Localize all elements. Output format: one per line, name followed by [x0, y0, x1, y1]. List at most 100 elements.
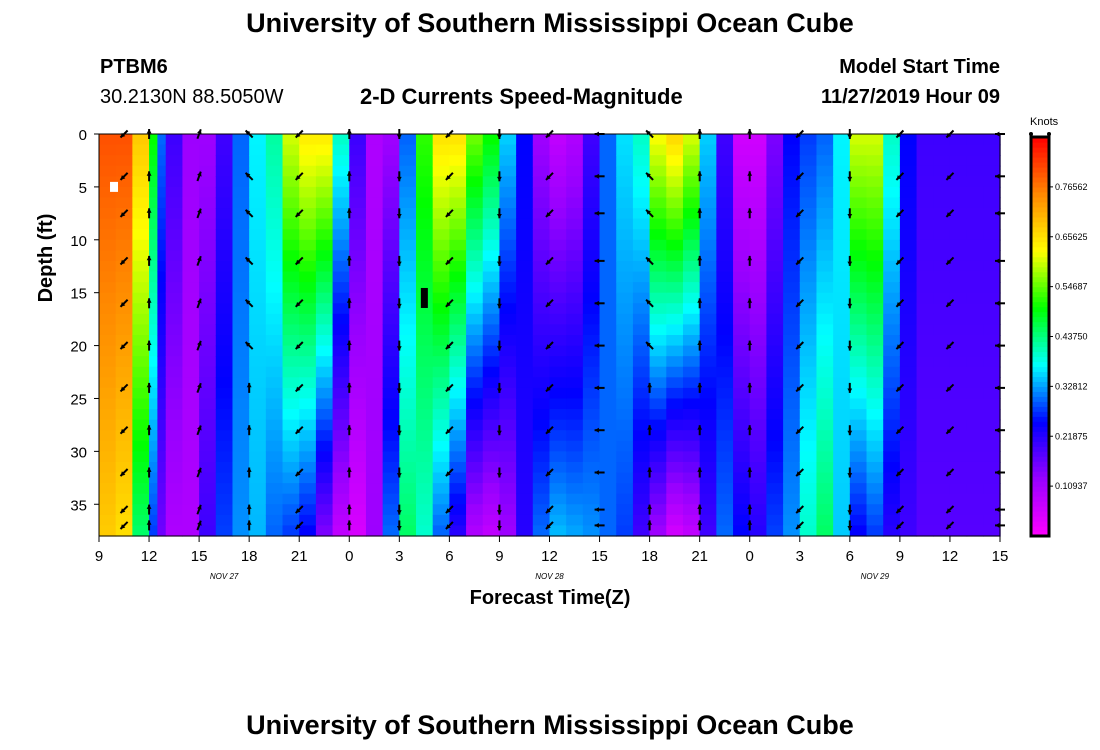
heatmap-cell — [566, 155, 584, 167]
arrow-head — [896, 212, 902, 217]
heatmap-cell — [232, 472, 250, 484]
direction-arrow — [497, 298, 502, 309]
heatmap-cell — [966, 197, 984, 209]
heatmap-cell — [416, 271, 434, 283]
heatmap-cell — [299, 144, 317, 156]
heatmap-cell — [733, 409, 751, 421]
heatmap-cell — [599, 313, 617, 326]
heatmap-cell — [883, 483, 901, 495]
heatmap-cell — [699, 155, 717, 167]
heatmap-cell — [833, 493, 851, 505]
heatmap-cell — [149, 239, 158, 251]
direction-arrow — [747, 171, 753, 182]
direction-arrow — [795, 505, 805, 514]
direction-arrow — [795, 256, 805, 266]
heatmap-cell — [365, 345, 384, 357]
heatmap-cell — [733, 472, 751, 484]
heatmap-cell — [482, 155, 501, 167]
colorbar-segment — [1031, 281, 1049, 288]
heatmap-cell — [157, 356, 167, 368]
heatmap-cell — [749, 419, 768, 431]
heatmap-cell — [883, 313, 901, 326]
heatmap-cell — [332, 186, 350, 199]
heatmap-cell — [983, 144, 1001, 156]
heatmap-cell — [315, 134, 334, 146]
heatmap-cell — [532, 356, 551, 368]
direction-arrow — [945, 425, 955, 435]
heatmap-cell — [532, 292, 551, 304]
heatmap-cell — [799, 250, 818, 262]
heatmap-cell — [399, 472, 417, 484]
heatmap-cell — [616, 377, 634, 389]
heatmap-cell — [666, 356, 684, 368]
heatmap-cell — [157, 186, 167, 199]
direction-arrow — [895, 256, 905, 266]
heatmap-cell — [215, 472, 234, 484]
direction-arrow — [445, 521, 454, 530]
heatmap-cell — [416, 303, 434, 315]
heatmap-cell — [549, 165, 567, 177]
heatmap-cell — [199, 303, 217, 315]
heatmap-cell — [349, 493, 367, 505]
colorbar-segment — [1031, 256, 1049, 263]
heatmap-cell — [632, 461, 651, 474]
heatmap-cell — [849, 229, 868, 241]
heatmap-cell — [315, 387, 334, 400]
heatmap-cell — [132, 493, 150, 505]
y-tick-label: 15 — [70, 286, 87, 303]
heatmap-cell — [299, 419, 317, 431]
direction-arrow — [119, 209, 129, 218]
heatmap-cell — [699, 229, 717, 241]
heatmap-cell — [966, 366, 984, 378]
heatmap-cell — [199, 176, 217, 188]
arrow-head — [295, 471, 301, 477]
heatmap-cell — [532, 451, 551, 463]
heatmap-cell — [549, 430, 567, 442]
heatmap-cell — [599, 292, 617, 304]
heatmap-cell — [449, 419, 467, 431]
heatmap-cell — [182, 430, 200, 442]
heatmap-cell — [983, 335, 1001, 347]
heatmap-cell — [399, 356, 417, 368]
heatmap-cell — [933, 282, 951, 294]
heatmap-cell — [849, 451, 868, 463]
heatmap-cell — [149, 430, 158, 442]
direction-arrow — [244, 209, 254, 218]
heatmap-cell — [399, 493, 417, 505]
heatmap-cell — [157, 218, 167, 230]
heatmap-cell — [766, 472, 784, 484]
heatmap-cell — [933, 398, 951, 410]
direction-arrow — [196, 340, 202, 351]
heatmap-cell — [566, 197, 584, 209]
heatmap-cell — [666, 165, 684, 177]
heatmap-cell — [783, 430, 801, 442]
heatmap-cell — [783, 197, 801, 209]
heatmap-cell — [599, 493, 617, 505]
direction-arrow — [945, 383, 955, 393]
heatmap-cell — [365, 218, 384, 230]
arrow-head — [594, 470, 599, 475]
direction-arrow — [697, 171, 703, 182]
heatmap-cell — [365, 239, 384, 251]
direction-arrow — [545, 521, 554, 530]
heatmap-cell — [733, 366, 751, 378]
colorbar-segment — [1031, 506, 1049, 512]
heatmap-cell — [899, 504, 918, 516]
heatmap-cell — [933, 493, 951, 505]
heatmap-cell — [766, 387, 784, 400]
direction-arrow — [847, 298, 853, 309]
heatmap-cell — [265, 271, 284, 283]
heatmap-cell — [149, 324, 158, 336]
heatmap-cell — [749, 271, 768, 283]
heatmap-cell — [182, 366, 200, 378]
heatmap-cell — [466, 239, 484, 251]
heatmap-cell — [482, 356, 501, 368]
heatmap-cell — [983, 218, 1001, 230]
heatmap-cell — [516, 292, 534, 304]
heatmap-cell — [199, 271, 217, 283]
heatmap-cell — [866, 155, 884, 167]
heatmap-cell — [249, 324, 267, 336]
heatmap-cell — [916, 313, 934, 326]
heatmap-cell — [99, 229, 117, 241]
heatmap-cell — [599, 366, 617, 378]
